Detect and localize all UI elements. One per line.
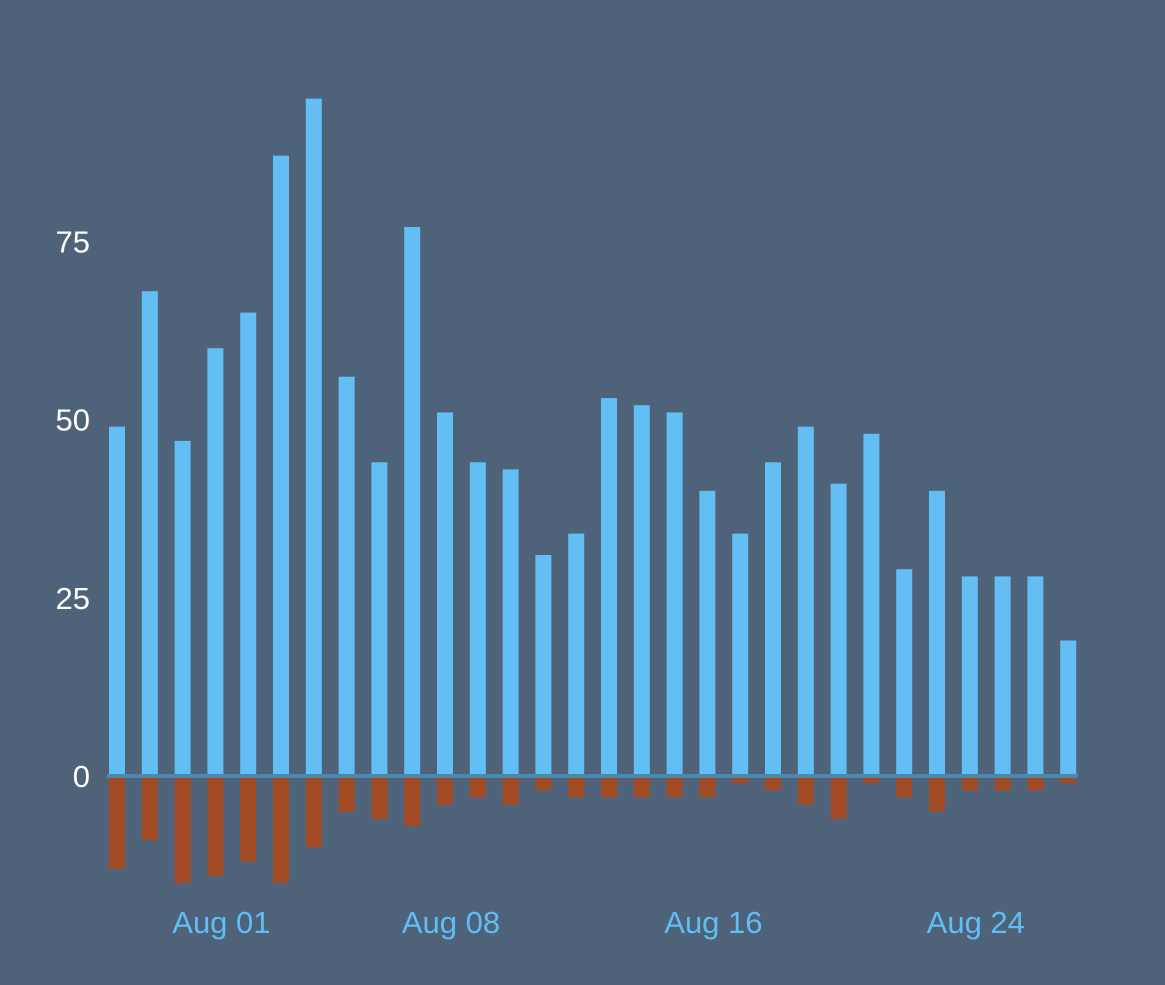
bar-negative: [174, 776, 191, 883]
bar-negative: [633, 776, 650, 798]
bar-negative: [896, 776, 913, 798]
bar-negative: [568, 776, 585, 798]
bar-positive: [174, 440, 191, 776]
bar-negative: [830, 776, 847, 819]
bar-negative: [273, 776, 289, 883]
bar-negative: [732, 776, 749, 784]
y-tick-label: 0: [73, 759, 90, 794]
y-tick-label: 50: [56, 403, 90, 438]
bar-positive: [469, 462, 486, 776]
bar-negative: [1060, 776, 1077, 784]
bar-positive: [109, 426, 125, 776]
x-tick-label: Aug 01: [172, 905, 270, 940]
bar-positive: [1027, 576, 1044, 776]
bar-negative: [469, 776, 486, 798]
bar-positive: [765, 462, 781, 776]
bar-positive: [797, 426, 814, 776]
bar-negative: [371, 776, 388, 819]
bar-positive: [273, 155, 289, 776]
bar-positive: [1060, 640, 1077, 776]
x-tick-label: Aug 24: [927, 905, 1025, 940]
bar-negative: [109, 776, 125, 869]
bar-positive: [896, 569, 913, 776]
bar-negative: [666, 776, 683, 798]
bar-negative: [797, 776, 814, 805]
x-tick-label: Aug 08: [402, 905, 500, 940]
bar-positive: [437, 412, 453, 776]
bar-positive: [240, 312, 257, 776]
y-axis: 0 25 50 75: [56, 224, 90, 794]
bar-negative: [535, 776, 552, 791]
bar-positive: [371, 462, 388, 776]
bar-negative: [994, 776, 1011, 791]
bar-positive: [699, 490, 716, 776]
bar-negative: [338, 776, 355, 812]
bar-negative: [961, 776, 978, 791]
bar-positive: [305, 98, 322, 777]
bar-positive: [568, 533, 585, 776]
bar-positive: [732, 533, 749, 776]
bar-positive: [863, 433, 880, 776]
positive-series: [109, 98, 1077, 777]
bar-positive: [601, 398, 617, 776]
y-tick-label: 25: [56, 581, 90, 616]
bar-positive: [502, 469, 519, 776]
y-tick-label: 75: [56, 224, 90, 259]
bar-negative: [305, 776, 322, 848]
bar-positive: [666, 412, 683, 776]
bar-positive: [141, 291, 158, 776]
bar-positive: [207, 348, 224, 776]
bar-positive: [994, 576, 1011, 776]
bar-negative: [699, 776, 716, 798]
bar-negative: [404, 776, 421, 826]
bar-negative: [141, 776, 158, 841]
negative-series: [109, 776, 1077, 883]
bar-negative: [207, 776, 224, 876]
bar-negative: [1027, 776, 1044, 791]
bar-negative: [240, 776, 257, 862]
x-axis: Aug 01 Aug 08 Aug 16 Aug 24: [172, 905, 1025, 940]
bar-positive: [961, 576, 978, 776]
bar-negative: [601, 776, 617, 798]
bar-positive: [535, 555, 552, 776]
x-tick-label: Aug 16: [664, 905, 762, 940]
bar-positive: [929, 490, 945, 776]
bar-negative: [765, 776, 781, 791]
bar-negative: [437, 776, 453, 805]
bar-negative: [502, 776, 519, 805]
bar-positive: [830, 483, 847, 776]
bar-negative: [929, 776, 945, 812]
bar-positive: [633, 405, 650, 776]
bar-positive: [404, 227, 421, 776]
bar-negative: [863, 776, 880, 784]
bar-positive: [338, 376, 355, 776]
